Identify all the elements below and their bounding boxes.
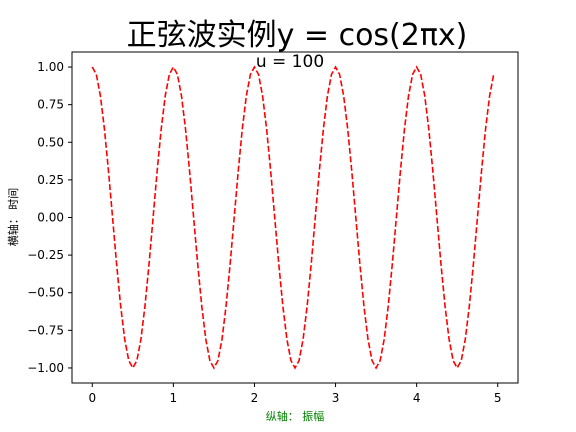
- y-tick-label: 0.00: [37, 211, 64, 225]
- y-tick-label: −1.00: [27, 361, 64, 375]
- x-tick-label: 4: [413, 391, 421, 405]
- y-tick-label: −0.75: [27, 323, 64, 337]
- x-axis-label: 纵轴： 振幅: [266, 409, 325, 423]
- x-axis-ticks: 0 1 2 3 4 5: [88, 383, 502, 405]
- y-tick-label: 0.50: [37, 135, 64, 149]
- y-axis-ticks: 1.00 0.75 0.50 0.25 0.00 −0.25 −0.50 −0.75 −1.00: [27, 60, 72, 375]
- y-tick-label: 1.00: [37, 60, 64, 74]
- x-tick-label: 5: [494, 391, 502, 405]
- y-tick-label: 0.75: [37, 98, 64, 112]
- x-tick-label: 3: [332, 391, 340, 405]
- x-tick-label: 1: [170, 391, 178, 405]
- chart-title: 正弦波实例y = cos(2πx): [127, 18, 468, 53]
- x-tick-label: 2: [251, 391, 259, 405]
- x-tick-label: 0: [88, 391, 96, 405]
- y-axis-label: 横轴： 时间: [6, 188, 20, 247]
- y-tick-label: 0.25: [37, 173, 64, 187]
- series-line-cos: [91, 65, 495, 370]
- y-tick-label: −0.50: [27, 286, 64, 300]
- plot-area: [71, 51, 519, 384]
- chart-annotation: u = 100: [256, 52, 324, 72]
- y-tick-label: −0.25: [27, 248, 64, 262]
